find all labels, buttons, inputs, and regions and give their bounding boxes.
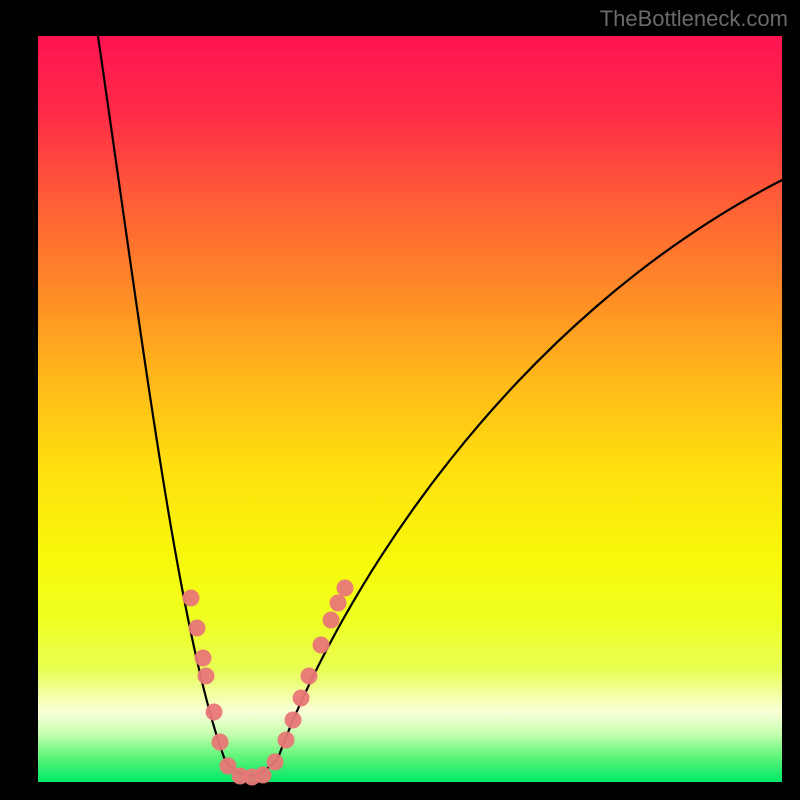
marker-dot [301,668,318,685]
plot-background [38,36,782,782]
marker-dot [293,690,310,707]
marker-dot [330,595,347,612]
marker-dot [278,732,295,749]
watermark-text: TheBottleneck.com [600,6,788,32]
marker-dot [198,668,215,685]
marker-dot [267,754,284,771]
marker-dot [313,637,330,654]
marker-dot [323,612,340,629]
marker-dot [189,620,206,637]
marker-dot [255,767,272,784]
bottleneck-chart [0,0,800,800]
marker-dot [337,580,354,597]
chart-container: TheBottleneck.com [0,0,800,800]
marker-dot [206,704,223,721]
marker-dot [285,712,302,729]
marker-dot [195,650,212,667]
marker-dot [212,734,229,751]
marker-dot [183,590,200,607]
